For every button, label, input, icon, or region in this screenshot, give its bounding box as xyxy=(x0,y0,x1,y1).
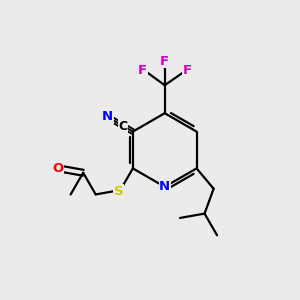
Text: F: F xyxy=(160,55,169,68)
Text: O: O xyxy=(52,162,64,175)
Text: C: C xyxy=(118,119,128,133)
Text: N: N xyxy=(159,180,170,193)
Text: F: F xyxy=(138,64,147,77)
Text: F: F xyxy=(183,64,192,77)
Text: N: N xyxy=(102,110,113,123)
Text: S: S xyxy=(114,185,124,198)
